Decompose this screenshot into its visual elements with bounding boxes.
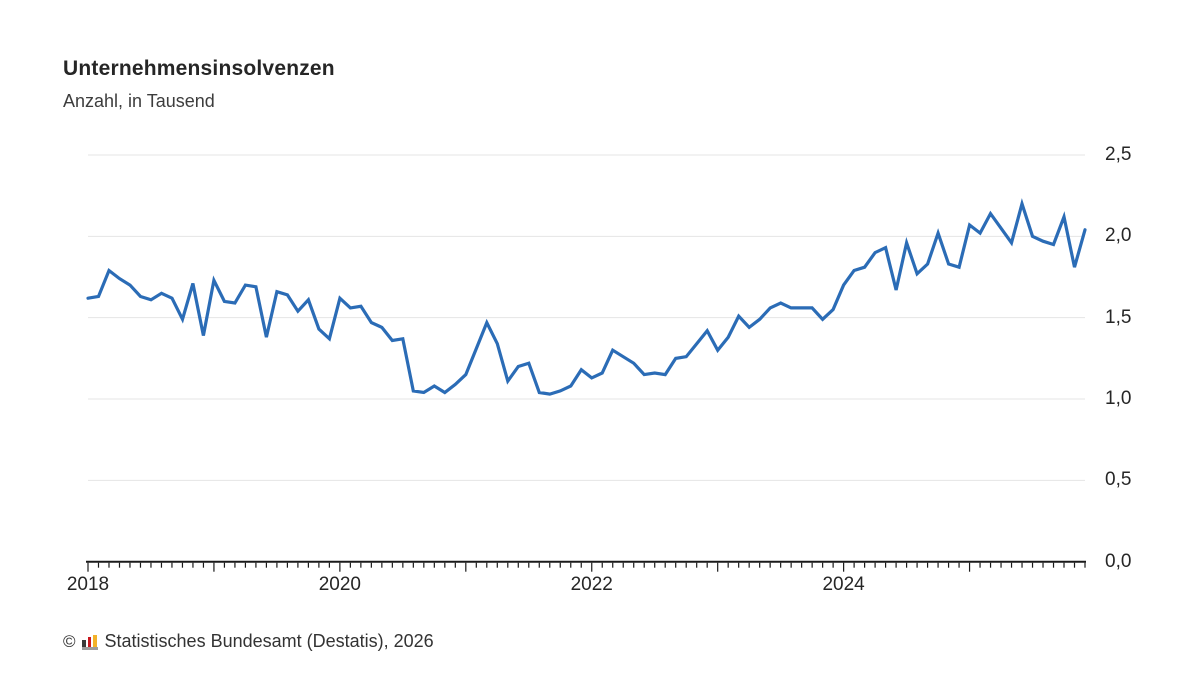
x-tick-label-2018: 2018 xyxy=(66,574,110,595)
x-tick-label-2020: 2020 xyxy=(318,574,361,595)
x-tick-label-2024: 2024 xyxy=(822,574,865,595)
x-tick-label-2022: 2022 xyxy=(570,574,613,595)
logo-bar-gold xyxy=(93,634,97,647)
y-tick-label-0,5: 0,5 xyxy=(1105,469,1132,491)
copyright-symbol: © xyxy=(63,631,76,651)
y-tick-label-2,5: 2,5 xyxy=(1105,144,1132,165)
source-text: Statistisches Bundesamt (Destatis), 2026 xyxy=(104,631,434,651)
y-tick-label-1,0: 1,0 xyxy=(1105,388,1132,410)
chart-subtitle: Anzahl, in Tausend xyxy=(63,91,215,111)
chart-header: Unternehmensinsolvenzen Anzahl, in Tause… xyxy=(63,57,335,112)
y-tick-label-0,0: 0,0 xyxy=(1105,550,1132,572)
y-tick-label-2,0: 2,0 xyxy=(1105,225,1132,247)
source-line: © Statistisches Bundesamt (Destatis), 20… xyxy=(63,631,434,652)
insolvency-data-line xyxy=(86,198,1087,396)
chart-title: Unternehmensinsolvenzen xyxy=(63,57,335,80)
destatis-logo-icon xyxy=(81,634,99,650)
logo-base xyxy=(81,647,98,650)
logo-bar-red xyxy=(87,637,92,647)
y-tick-label-1,5: 1,5 xyxy=(1105,306,1132,328)
logo-bar-black xyxy=(82,639,86,647)
